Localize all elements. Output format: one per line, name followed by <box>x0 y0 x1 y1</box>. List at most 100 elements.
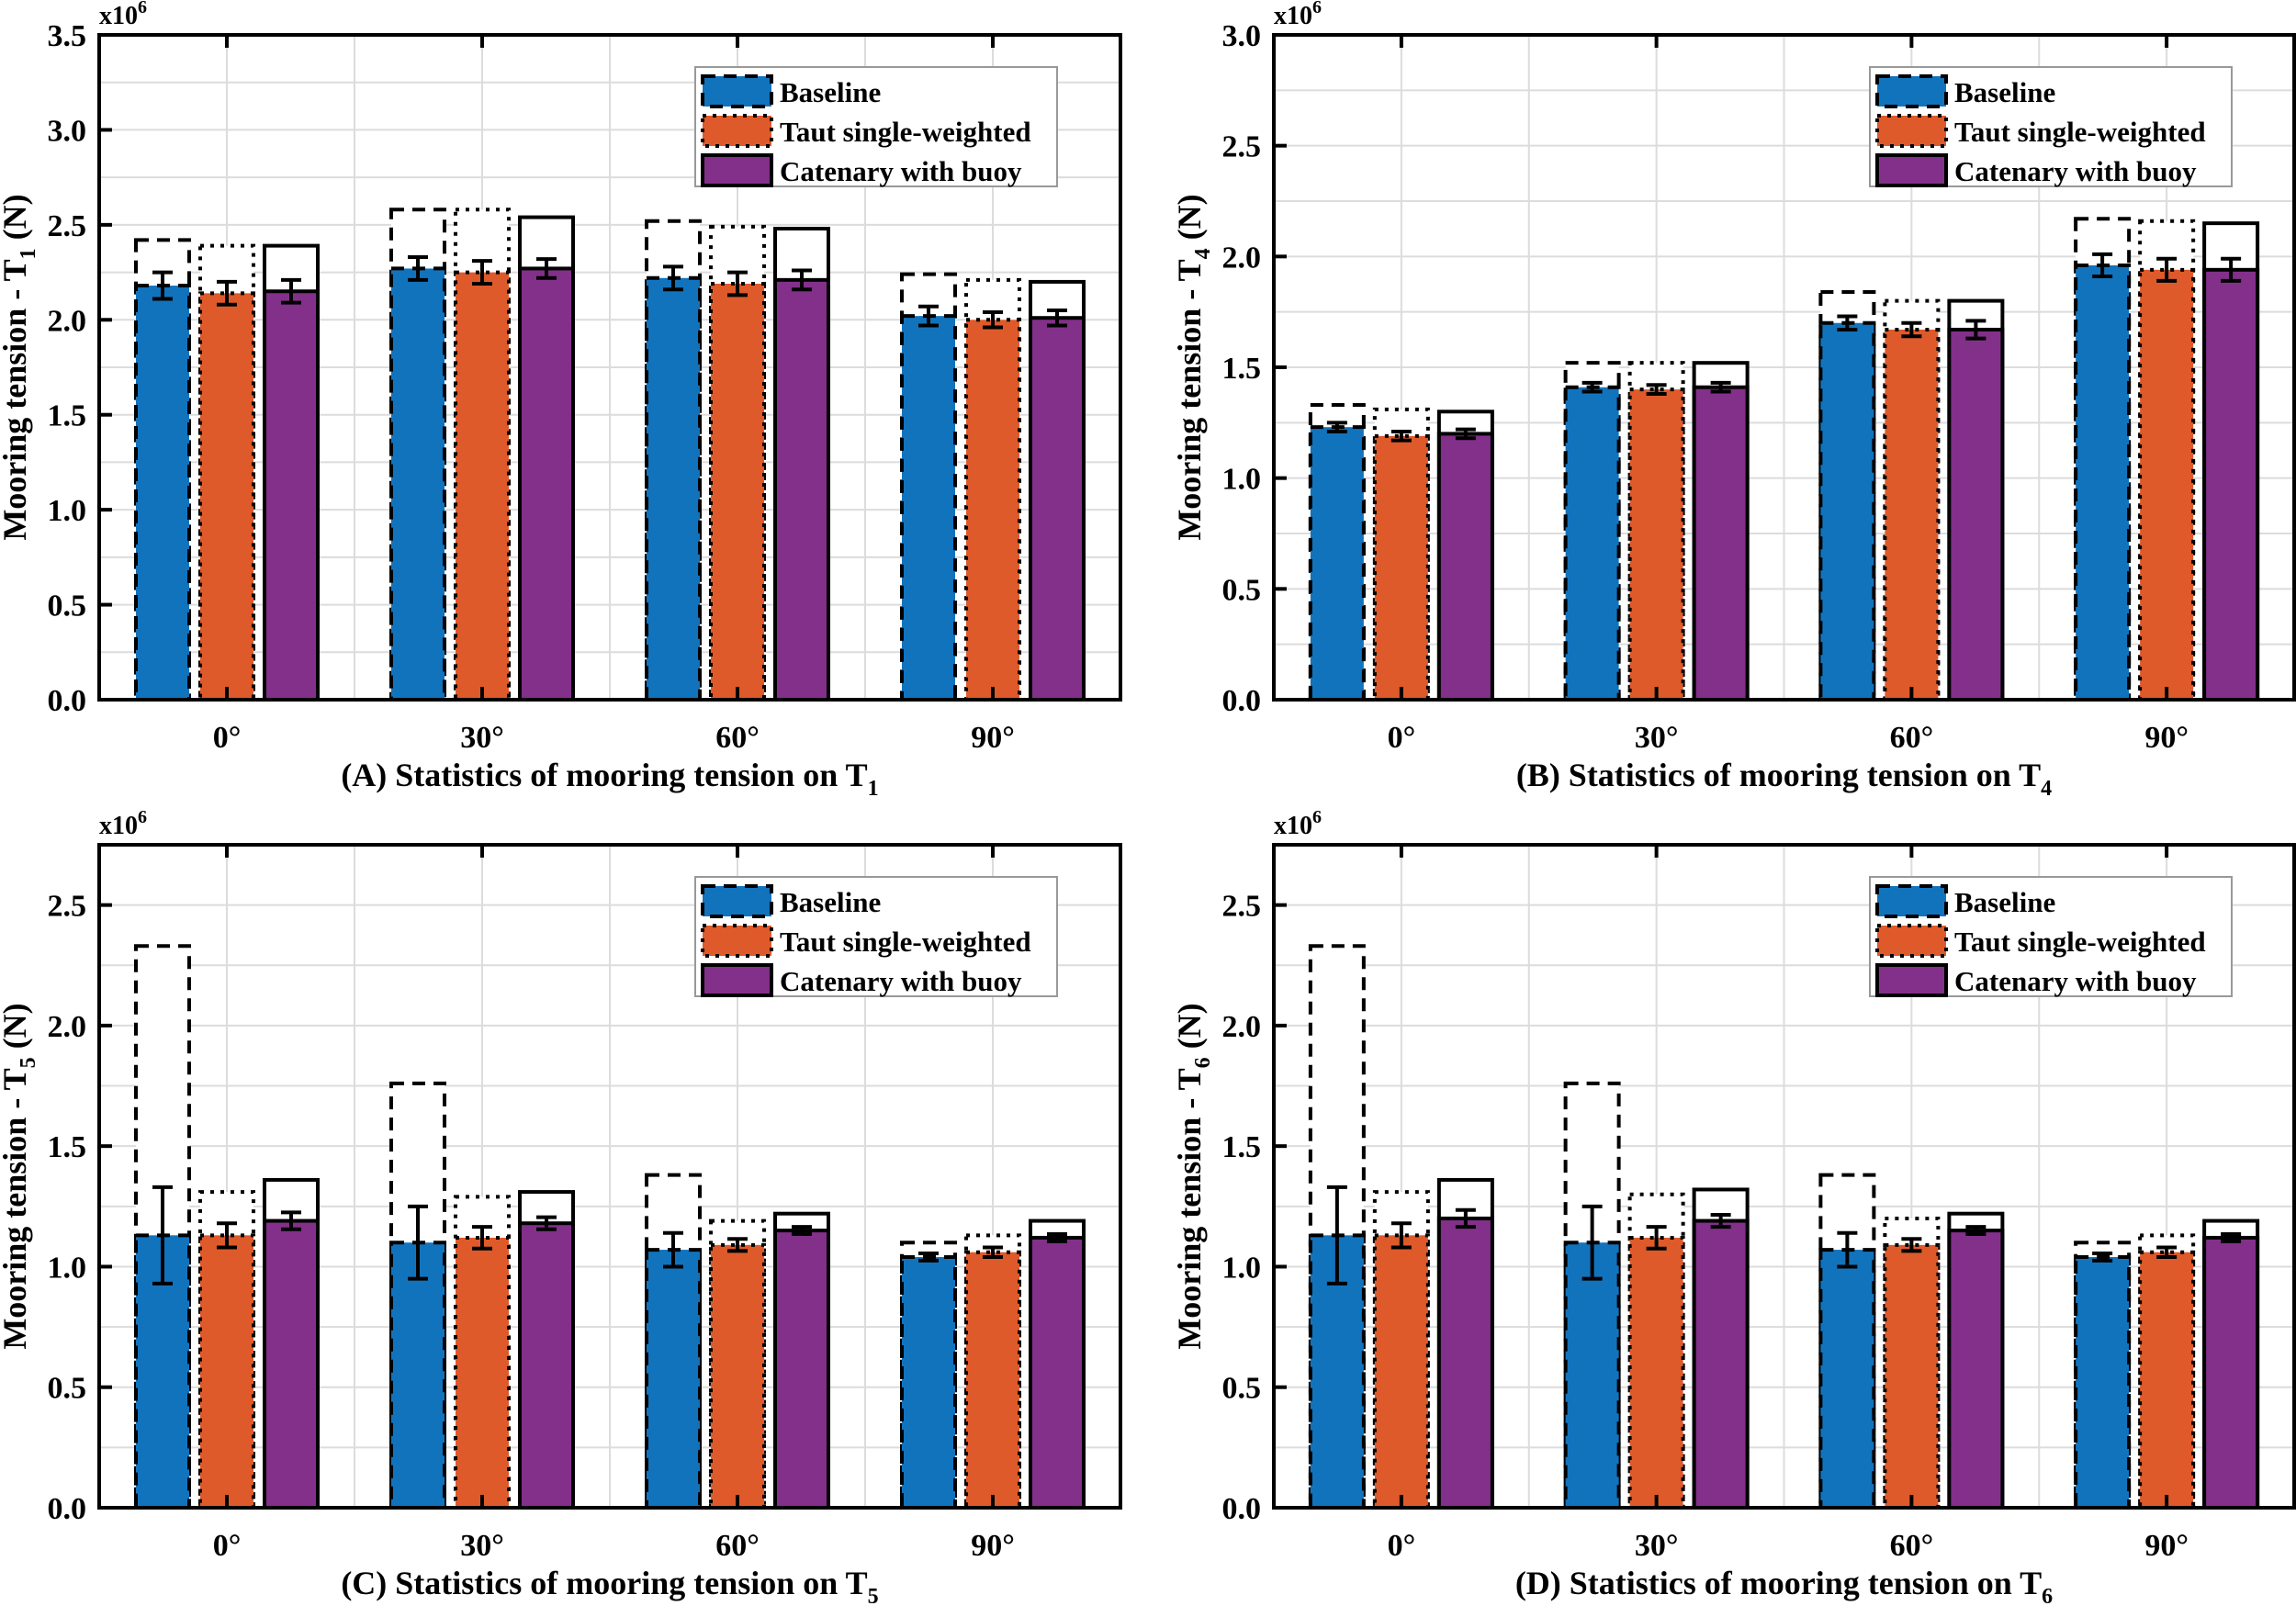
mean-bar <box>1883 1242 1941 1510</box>
error-bar <box>281 1210 301 1231</box>
x-tick-label: 30° <box>1635 1529 1679 1563</box>
mean-bar <box>454 1235 511 1510</box>
axis-multiplier: x106 <box>1274 0 1322 30</box>
mean-bar <box>1883 327 1941 702</box>
legend-label: Catenary with buoy <box>780 965 1022 997</box>
mean-bar <box>1947 327 2005 702</box>
legend: Baseline Taut single-weighted Catenary wit… <box>1869 66 2233 187</box>
y-tick-label: 2.5 <box>48 890 87 924</box>
error-bar <box>217 1221 237 1250</box>
y-axis-label: Mooring tension - T4 (N) <box>1171 194 1215 540</box>
mean-bar <box>1372 433 1430 702</box>
x-tick-label: 90° <box>2144 1529 2189 1563</box>
error-bar <box>2156 1245 2178 1259</box>
y-axis-label: Mooring tension - T5 (N) <box>0 1003 40 1349</box>
error-bar <box>281 277 301 305</box>
error-bar <box>983 1245 1003 1259</box>
x-tick-label: 60° <box>715 1529 760 1563</box>
error-bar <box>1646 1225 1667 1251</box>
y-tick-label: 0.0 <box>48 1492 87 1526</box>
legend-swatch <box>701 924 773 958</box>
multiplier-base: x10 <box>1274 2 1312 30</box>
mean-bar <box>1627 1235 1685 1510</box>
error-bar <box>2221 1232 2242 1243</box>
y-tick-label: 2.5 <box>1222 130 1262 164</box>
mean-bar <box>389 266 446 702</box>
chart-panel-d: 0.0 0.5 1.0 1.5 2.0 2.5 0° 30° 60° 90° x106 Mooring… <box>1171 807 2296 1609</box>
legend-label: Catenary with buoy <box>1954 155 2197 187</box>
mean-bar <box>900 314 957 702</box>
legend-label: Baseline <box>1954 886 2055 918</box>
error-bar <box>918 1252 939 1263</box>
error-bar <box>792 1225 812 1237</box>
error-bar <box>152 1185 173 1286</box>
y-tick-label: 0.0 <box>1222 1492 1262 1526</box>
axes-frame <box>1272 843 2296 1510</box>
legend-label: Baseline <box>780 886 881 918</box>
mean-bar <box>134 284 191 702</box>
y-tick-label: 1.0 <box>1222 1251 1262 1285</box>
y-tick-label: 3.0 <box>1222 19 1262 53</box>
y-tick-label: 3.5 <box>48 19 87 53</box>
legend-label: Taut single-weighted <box>780 116 1031 148</box>
mean-bar <box>1692 1218 1750 1510</box>
error-bar <box>1710 1213 1731 1230</box>
x-tick-label: 30° <box>1635 721 1679 755</box>
legend: Baseline Taut single-weighted Catenary wit… <box>694 66 1058 187</box>
legend-swatch <box>1875 153 1948 187</box>
x-tick-label: 90° <box>971 721 1015 755</box>
error-bar <box>1901 1237 1922 1253</box>
mean-bar <box>645 1248 702 1510</box>
error-bar <box>1581 1204 1603 1281</box>
error-bar <box>2221 256 2242 283</box>
panel-title: (D) Statistics of mooring tension on T6 <box>1515 1565 2053 1609</box>
x-tick-label: 0° <box>213 1529 242 1563</box>
mean-bar <box>263 1218 320 1510</box>
error-bar <box>1390 1221 1412 1250</box>
error-bar <box>1581 380 1603 394</box>
legend-swatch <box>1875 963 1948 997</box>
x-tick-label: 30° <box>460 721 504 755</box>
x-tick-label: 60° <box>715 721 760 755</box>
mean-bar <box>2138 267 2196 702</box>
error-bar <box>663 264 683 292</box>
error-bar <box>1455 1207 1476 1230</box>
axis-multiplier: x106 <box>99 0 147 30</box>
legend-swatch <box>701 114 773 148</box>
mean-bar <box>198 291 255 702</box>
mean-bar <box>1372 1233 1430 1510</box>
error-bar <box>2092 1252 2113 1263</box>
mean-bar <box>1818 1248 1876 1510</box>
legend-swatch <box>1875 924 1948 958</box>
mean-bar <box>518 266 575 702</box>
error-bar <box>472 1225 492 1251</box>
y-tick-label: 0.5 <box>1222 1372 1262 1406</box>
multiplier-base: x10 <box>1274 812 1312 840</box>
legend-label: Catenary with buoy <box>1954 965 2197 997</box>
error-bar <box>1047 1232 1067 1243</box>
error-bar <box>918 304 939 328</box>
mean-bar <box>454 270 511 702</box>
mean-bar <box>1947 1229 2005 1510</box>
x-tick-label: 0° <box>213 721 242 755</box>
error-bar <box>1455 427 1476 441</box>
legend-label: Taut single-weighted <box>1954 926 2206 958</box>
axis-multiplier: x106 <box>99 807 147 840</box>
legend-swatch <box>701 963 773 997</box>
legend-label: Taut single-weighted <box>1954 116 2206 148</box>
multiplier-exponent: 6 <box>138 807 147 827</box>
y-tick-label: 0.5 <box>48 1372 87 1406</box>
mean-bar <box>2074 263 2132 702</box>
axes-frame <box>97 843 1122 1510</box>
mean-bar <box>1563 385 1621 702</box>
error-bar <box>217 279 237 307</box>
multiplier-base: x10 <box>99 812 138 840</box>
mean-bar <box>1029 1235 1086 1510</box>
multiplier-base: x10 <box>99 2 138 30</box>
chart-panel-a: 0.0 0.5 1.0 1.5 2.0 2.5 3.0 3.5 0° 30° 60° 90° x106 M… <box>0 0 1122 801</box>
y-tick-label: 1.5 <box>1222 1130 1262 1164</box>
legend: Baseline Taut single-weighted Catenary wit… <box>694 876 1058 997</box>
y-tick-label: 0.5 <box>48 590 87 623</box>
mean-bar <box>645 275 702 702</box>
